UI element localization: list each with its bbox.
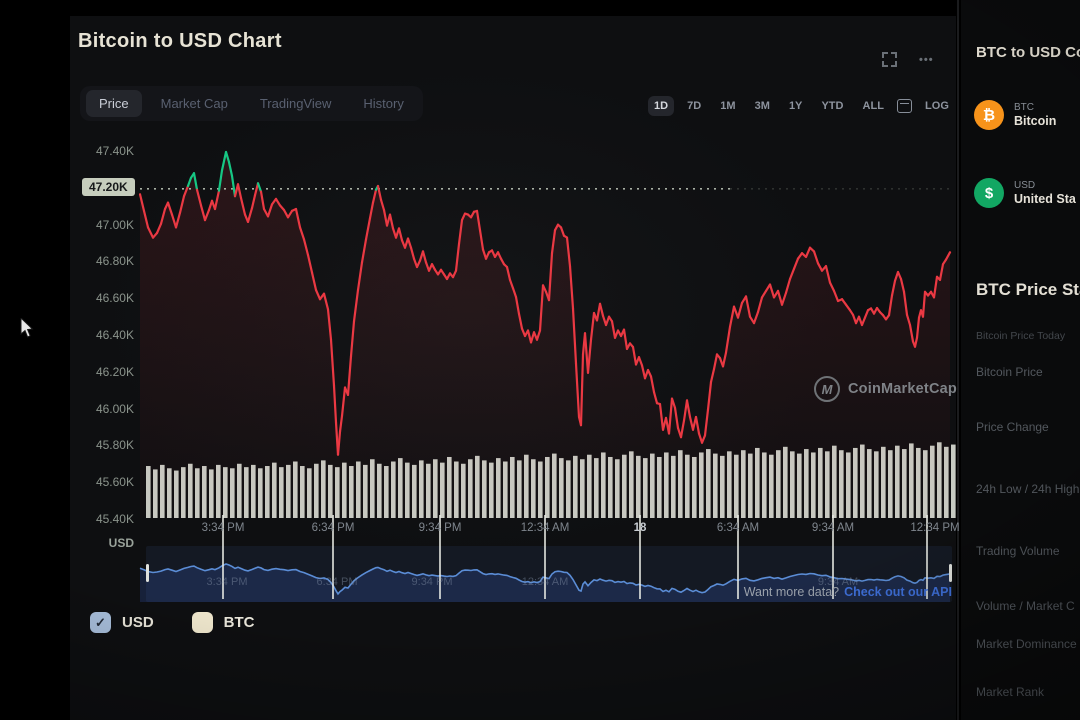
converter-coin-btc[interactable]: ₿ BTC Bitcoin (974, 100, 1056, 130)
x-axis-label: 6:34 AM (716, 522, 760, 534)
coin-name: United Sta (1014, 192, 1076, 206)
coinmarketcap-logo-icon: M (814, 376, 840, 402)
converter-coin-usd[interactable]: $ USD United Sta (974, 178, 1076, 208)
watermark: M CoinMarketCap (814, 376, 957, 402)
api-promo: Want more data? Check out our API (600, 585, 952, 599)
usd-checkbox[interactable]: ✓ (90, 612, 111, 633)
x-axis-label: 12:34 AM (520, 522, 570, 534)
promo-text: Want more data? (743, 585, 840, 599)
legend-label-usd: USD (122, 614, 154, 631)
price-area-fill (140, 152, 950, 518)
api-link[interactable]: Check out our API (844, 585, 952, 599)
stat-row: Market Dominance (976, 637, 1077, 651)
stat-row: Price Change (976, 420, 1049, 434)
stat-row: 24h Low / 24h High (976, 482, 1080, 496)
navigator-label: 6:34 PM (316, 576, 358, 588)
stat-row: Market Rank (976, 685, 1045, 699)
x-axis-label: 6:34 PM (311, 522, 355, 534)
brush-handle-left[interactable] (146, 564, 149, 582)
navigator-label: 9:34 PM (411, 576, 453, 588)
legend-item-btc: BTC (191, 612, 255, 633)
x-axis-label: 18 (633, 522, 647, 534)
btc-checkbox[interactable] (191, 612, 213, 633)
stat-row: Trading Volume (976, 544, 1060, 558)
stats-title: BTC Price Sta (976, 280, 1080, 299)
legend-label-btc: BTC (223, 614, 255, 631)
navigator-label: 12:34 AM (521, 576, 569, 588)
x-axis-label: 9:34 PM (418, 522, 462, 534)
brush-handle-right[interactable] (949, 564, 952, 582)
watermark-text: CoinMarketCap (848, 381, 957, 397)
bitcoin-icon: ₿ (974, 100, 1004, 130)
coin-name: Bitcoin (1014, 114, 1057, 128)
converter-title: BTC to USD Con (976, 44, 1080, 61)
x-axis-label: 9:34 AM (811, 522, 855, 534)
legend: ✓ USD BTC (90, 612, 255, 633)
stats-subtitle: Bitcoin Price Today (976, 330, 1066, 342)
mouse-cursor (20, 318, 34, 338)
stat-row: Volume / Market C (976, 599, 1075, 613)
navigator-label: 3:34 PM (206, 576, 248, 588)
coin-symbol: USD (1014, 180, 1036, 191)
legend-item-usd: ✓ USD (90, 612, 154, 633)
stat-row: Bitcoin Price (976, 365, 1043, 379)
dollar-icon: $ (974, 178, 1004, 208)
coin-symbol: BTC (1014, 102, 1034, 113)
x-axis-label: 3:34 PM (201, 522, 245, 534)
